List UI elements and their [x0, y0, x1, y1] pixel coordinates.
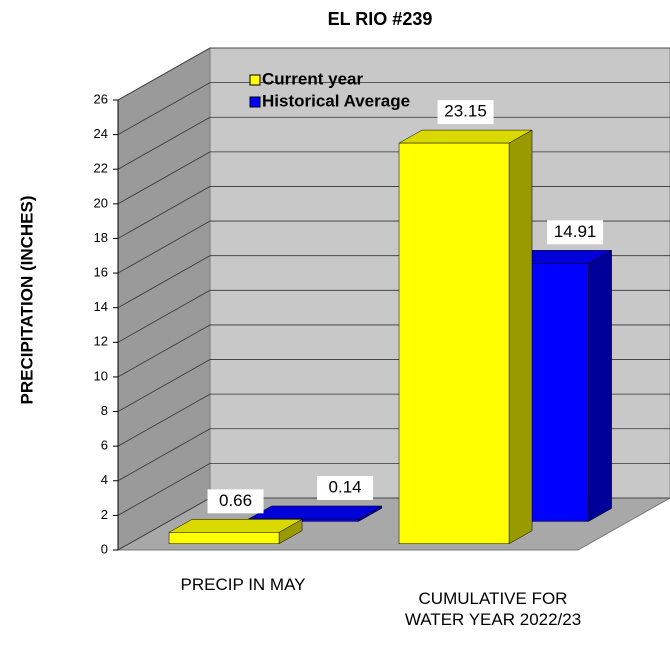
y-tick-label: 10: [94, 368, 108, 383]
bar: [169, 519, 302, 543]
value-label: 0.14: [329, 477, 362, 496]
value-label: 0.66: [219, 491, 252, 510]
bar-side: [509, 130, 532, 544]
bar-front: [169, 532, 279, 543]
legend-label: Current year: [262, 69, 363, 88]
y-tick-label: 16: [94, 265, 108, 280]
bar-top: [249, 506, 382, 519]
x-tick-label: PRECIP IN MAY: [143, 574, 343, 595]
x-tick-label: CUMULATIVE FOR WATER YEAR 2022/23: [393, 588, 593, 630]
chart-title: EL RIO #239: [328, 9, 433, 29]
value-label: 14.91: [554, 222, 597, 241]
value-label: 23.15: [444, 102, 487, 121]
bar-top: [169, 519, 302, 532]
y-tick-label: 22: [94, 161, 108, 176]
y-tick-label: 20: [94, 195, 108, 210]
y-tick-label: 26: [94, 91, 108, 106]
y-tick-label: 18: [94, 230, 108, 245]
bar: [399, 130, 532, 544]
legend-label: Historical Average: [262, 91, 410, 110]
y-tick-label: 2: [101, 507, 108, 522]
y-axis-label: PRECIPITATION (INCHES): [17, 195, 36, 404]
side-wall: [118, 48, 210, 550]
page: EL RIO #239 PRECIPITATION (INCHES) 02468…: [0, 0, 670, 656]
bar-side: [589, 250, 612, 521]
bar-front: [399, 143, 509, 544]
chart: EL RIO #239 PRECIPITATION (INCHES) 02468…: [0, 0, 670, 656]
y-tick-label: 8: [101, 403, 108, 418]
bar: [249, 506, 382, 521]
legend-swatch: [250, 97, 260, 107]
y-tick-label: 4: [101, 472, 108, 487]
y-tick-label: 0: [101, 541, 108, 556]
legend-swatch: [250, 75, 260, 85]
y-tick-label: 24: [94, 126, 108, 141]
y-tick-label: 14: [94, 299, 108, 314]
bar-top: [399, 130, 532, 143]
y-tick-label: 6: [101, 438, 108, 453]
y-tick-label: 12: [94, 334, 108, 349]
